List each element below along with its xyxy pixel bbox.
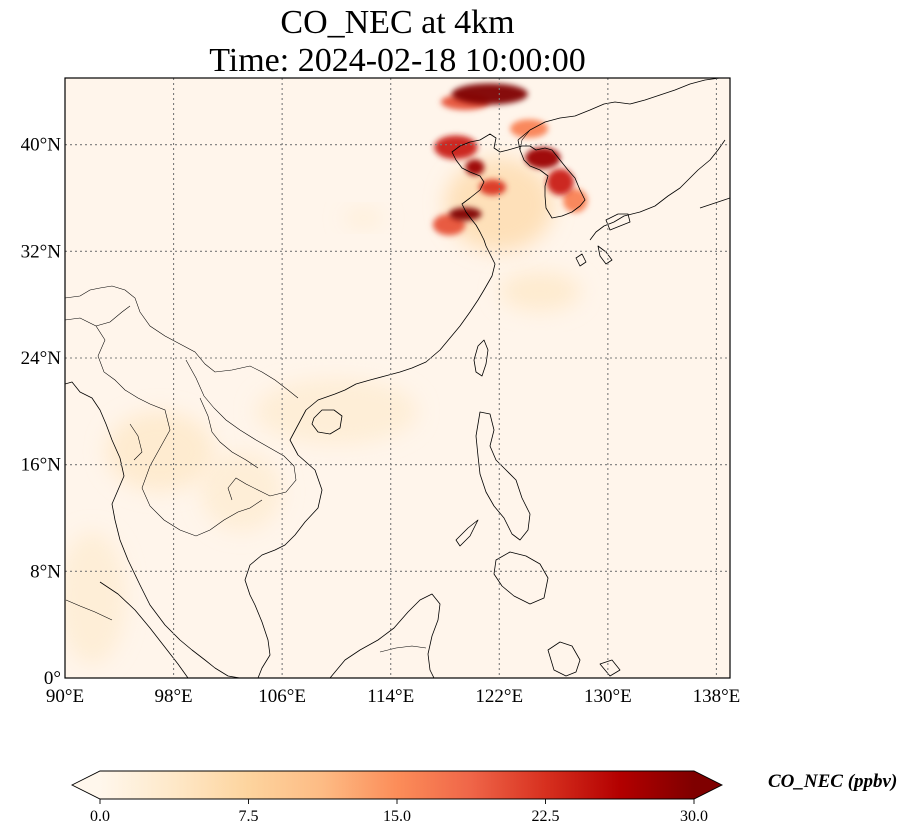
borneo-island bbox=[329, 593, 441, 678]
lon-label-138: 138°E bbox=[693, 686, 741, 707]
plume-7 bbox=[510, 119, 549, 138]
lat-label-0: 0° bbox=[44, 668, 61, 689]
lon-label-90: 90°E bbox=[46, 686, 84, 707]
plume-17 bbox=[449, 207, 482, 221]
lat-label-16: 16°N bbox=[21, 455, 62, 476]
lon-label-98: 98°E bbox=[154, 686, 192, 707]
sulawesi-island bbox=[547, 641, 621, 677]
inland-borders bbox=[65, 129, 531, 653]
sumatra-island bbox=[99, 581, 189, 678]
colorbar-ticks: 0.0 7.5 15.0 22.5 30.0 bbox=[90, 799, 708, 825]
plume-14 bbox=[465, 159, 485, 176]
colorbar: 0.0 7.5 15.0 22.5 30.0 bbox=[70, 770, 724, 825]
colorbar-label: CO_NEC (ppbv) bbox=[768, 771, 898, 792]
plume-4 bbox=[499, 271, 581, 312]
map-panel bbox=[64, 77, 731, 679]
plume-8 bbox=[563, 188, 588, 213]
lat-label-40: 40°N bbox=[21, 135, 62, 156]
plume-5 bbox=[105, 411, 215, 492]
colorbar-tick-label-1: 7.5 bbox=[239, 808, 259, 825]
concentration-field bbox=[65, 83, 588, 665]
colorbar-tick-label-0: 0.0 bbox=[90, 808, 110, 825]
map-frame bbox=[64, 77, 731, 679]
coastlines bbox=[65, 78, 730, 678]
japan-islands bbox=[575, 139, 730, 267]
lon-label-130: 130°E bbox=[584, 686, 632, 707]
map-gridlines bbox=[65, 78, 730, 678]
colorbar-tick-label-2: 15.0 bbox=[383, 808, 411, 825]
plume-13 bbox=[546, 168, 574, 196]
latitude-tick-labels: 0° 8°N 16°N 24°N 32°N 40°N bbox=[21, 135, 62, 689]
colorbar-bar bbox=[70, 770, 724, 800]
country-borders bbox=[65, 129, 531, 653]
map-background bbox=[65, 78, 730, 678]
title-line-2: Time: 2024-02-18 10:00:00 bbox=[209, 42, 586, 79]
longitude-tick-labels: 90°E 98°E 106°E 114°E 122°E 130°E 138°E bbox=[46, 686, 740, 707]
taiwan-island bbox=[473, 339, 489, 377]
lon-label-114: 114°E bbox=[367, 686, 414, 707]
plume-0 bbox=[343, 210, 384, 226]
lat-label-8: 8°N bbox=[30, 561, 61, 582]
lon-label-122: 122°E bbox=[475, 686, 523, 707]
plume-2 bbox=[200, 451, 283, 532]
plume-12 bbox=[434, 135, 478, 160]
lon-label-106: 106°E bbox=[258, 686, 306, 707]
lat-label-24: 24°N bbox=[21, 348, 62, 369]
colorbar-tick-label-3: 22.5 bbox=[532, 808, 560, 825]
plume-3 bbox=[65, 531, 127, 665]
map-title: CO_NEC at 4km Time: 2024-02-18 10:00:00 bbox=[65, 4, 730, 80]
philippines-islands bbox=[455, 411, 549, 605]
plume-15 bbox=[525, 147, 561, 169]
plume-11 bbox=[478, 179, 507, 196]
title-line-1: CO_NEC at 4km bbox=[280, 4, 515, 41]
plume-16 bbox=[451, 83, 528, 105]
colorbar-tick-label-4: 30.0 bbox=[680, 808, 708, 825]
mainland-coast bbox=[65, 78, 721, 678]
lat-label-32: 32°N bbox=[21, 241, 62, 262]
hainan-island bbox=[311, 409, 343, 435]
